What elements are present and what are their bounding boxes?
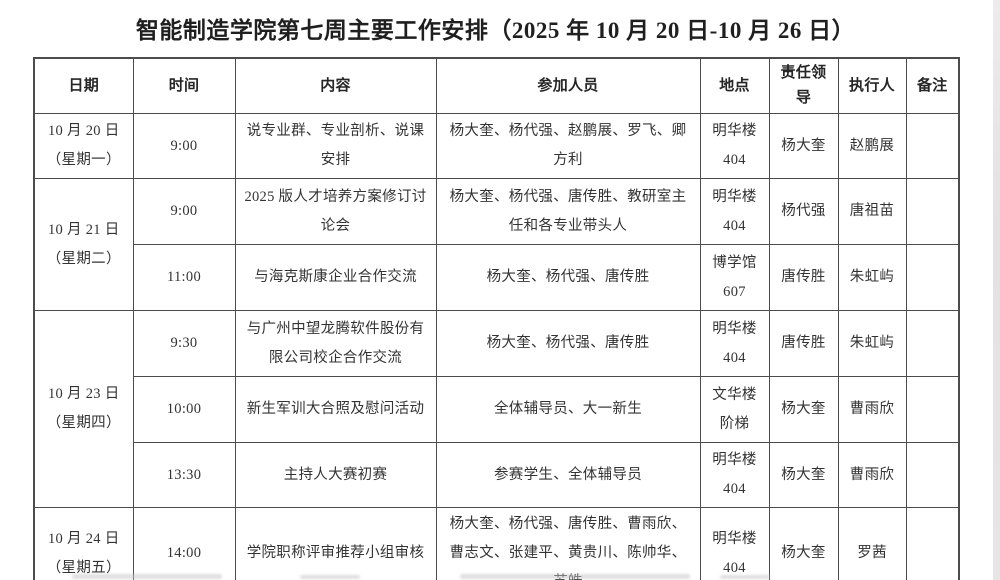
- header-leader: 责任领导: [768, 57, 839, 114]
- cell-executor: 赵鹏展: [837, 113, 907, 179]
- cell-time: 9:30: [132, 310, 236, 377]
- cell-date: 10 月 20 日 （星期一）: [33, 113, 134, 179]
- table-row: 11:00 与海克斯康企业合作交流 杨大奎、杨代强、唐传胜 博学馆 607 唐传…: [34, 244, 960, 311]
- cell-time: 10:00: [132, 376, 236, 443]
- cell-time: 9:00: [132, 113, 236, 179]
- cell-leader: 杨大奎: [768, 113, 839, 179]
- cell-leader: 唐传胜: [768, 310, 839, 377]
- cell-location: 博学馆 607: [699, 244, 770, 311]
- cell-location: 明华楼 404: [699, 507, 770, 580]
- cell-leader: 杨大奎: [768, 376, 839, 443]
- cell-executor: 曹雨欣: [837, 442, 907, 508]
- cell-note: [905, 507, 960, 580]
- cell-note: [905, 442, 960, 508]
- cell-participants: 全体辅导员、大一新生: [435, 376, 701, 443]
- cell-time: 13:30: [132, 442, 236, 508]
- cell-content: 与海克斯康企业合作交流: [234, 244, 437, 311]
- cell-leader: 杨大奎: [768, 507, 839, 580]
- cell-note: [905, 310, 960, 377]
- cell-time: 14:00: [132, 507, 236, 580]
- cell-participants: 参赛学生、全体辅导员: [435, 442, 701, 508]
- cell-executor: 朱虹屿: [837, 310, 907, 377]
- cell-participants: 杨大奎、杨代强、赵鹏展、罗飞、卿方利: [435, 113, 701, 179]
- cutoff-text-artifact: [460, 574, 690, 579]
- cell-participants: 杨大奎、杨代强、唐传胜: [435, 310, 701, 377]
- cell-location: 文华楼 阶梯: [699, 376, 770, 443]
- cutoff-text-artifact: [720, 575, 770, 579]
- cell-content: 新生军训大合照及慰问活动: [234, 376, 437, 443]
- table-row: 10 月 20 日 （星期一） 9:00 说专业群、专业剖析、说课安排 杨大奎、…: [33, 113, 960, 179]
- table-row: 10 月 24 日 （星期五） 14:00 学院职称评审推荐小组审核 杨大奎、杨…: [33, 507, 960, 580]
- cell-executor: 罗茜: [837, 507, 907, 580]
- cell-time: 11:00: [132, 244, 236, 311]
- header-note: 备注: [905, 57, 960, 114]
- cell-date: 10 月 23 日 （星期四）: [33, 310, 134, 508]
- cell-participants: 杨大奎、杨代强、唐传胜: [435, 244, 701, 311]
- cutoff-text-artifact: [72, 574, 222, 579]
- cell-leader: 杨代强: [768, 178, 839, 245]
- cell-content: 说专业群、专业剖析、说课安排: [234, 113, 437, 179]
- cell-leader: 唐传胜: [768, 244, 839, 311]
- cell-content: 主持人大赛初赛: [234, 442, 437, 508]
- table-row: 13:30 主持人大赛初赛 参赛学生、全体辅导员 明华楼 404 杨大奎 曹雨欣: [34, 442, 960, 508]
- cell-location: 明华楼 404: [699, 178, 770, 245]
- schedule-table: 日期 时间 内容 参加人员 地点 责任领导 执行人 备注 10 月 20 日 （…: [33, 57, 960, 580]
- header-participants: 参加人员: [435, 57, 701, 114]
- cell-content: 学院职称评审推荐小组审核: [234, 507, 437, 580]
- cell-location: 明华楼 404: [699, 310, 770, 377]
- cell-executor: 唐祖苗: [837, 178, 907, 245]
- cell-location: 明华楼 404: [699, 113, 770, 179]
- cutoff-text-artifact: [300, 575, 360, 579]
- cell-note: [905, 376, 960, 443]
- header-location: 地点: [699, 57, 770, 114]
- header-date: 日期: [33, 57, 134, 114]
- cell-content: 与广州中望龙腾软件股份有限公司校企合作交流: [234, 310, 437, 377]
- cell-note: [905, 244, 960, 311]
- cell-participants: 杨大奎、杨代强、唐传胜、教研室主任和各专业带头人: [435, 178, 701, 245]
- cell-participants: 杨大奎、杨代强、唐传胜、曹雨欣、曹志文、张建平、黄贵川、陈帅华、苏皓: [435, 507, 701, 580]
- table-row: 10 月 23 日 （星期四） 9:30 与广州中望龙腾软件股份有限公司校企合作…: [33, 310, 960, 508]
- table-header-row: 日期 时间 内容 参加人员 地点 责任领导 执行人 备注: [33, 57, 960, 114]
- cell-date: 10 月 21 日 （星期二）: [33, 178, 134, 311]
- cell-note: [905, 178, 960, 245]
- cell-location: 明华楼 404: [699, 442, 770, 508]
- header-executor: 执行人: [837, 57, 907, 114]
- cell-executor: 朱虹屿: [837, 244, 907, 311]
- header-time: 时间: [132, 57, 236, 114]
- table-row: 10 月 21 日 （星期二） 9:00 2025 版人才培养方案修订讨论会 杨…: [33, 178, 960, 311]
- cell-leader: 杨大奎: [768, 442, 839, 508]
- cell-note: [905, 113, 960, 179]
- page-edge-strip: [993, 0, 1000, 580]
- cell-executor: 曹雨欣: [837, 376, 907, 443]
- cell-date: 10 月 24 日 （星期五）: [33, 507, 134, 580]
- header-content: 内容: [234, 57, 437, 114]
- table-row: 10:00 新生军训大合照及慰问活动 全体辅导员、大一新生 文华楼 阶梯 杨大奎…: [34, 376, 960, 443]
- cell-time: 9:00: [132, 178, 236, 245]
- cell-content: 2025 版人才培养方案修订讨论会: [234, 178, 437, 245]
- page-title: 智能制造学院第七周主要工作安排（2025 年 10 月 20 日-10 月 26…: [135, 18, 856, 43]
